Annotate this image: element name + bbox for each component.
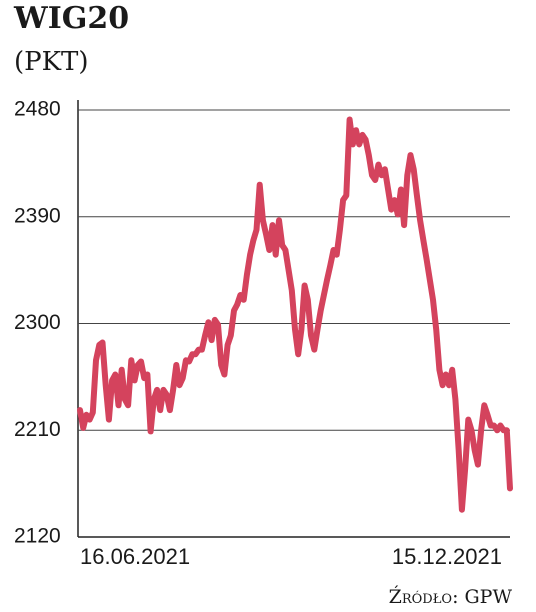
y-tick-label: 2480: [14, 98, 61, 121]
y-tick-label: 2390: [14, 204, 61, 227]
x-tick-label: 15.12.2021: [392, 544, 502, 569]
y-tick-label: 2210: [14, 418, 61, 441]
chart-title: WIG20: [13, 1, 129, 36]
y-tick-label: 2120: [14, 525, 61, 548]
data-line: [77, 116, 513, 513]
x-tick-label: 16.06.2021: [80, 544, 190, 569]
y-tick-label: 2300: [14, 311, 61, 334]
chart-subtitle: (PKT): [14, 47, 89, 77]
source: Źródło: GPW: [389, 585, 513, 608]
